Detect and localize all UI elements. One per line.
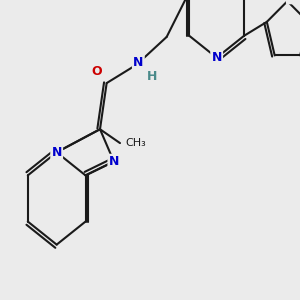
Text: CH₃: CH₃	[125, 138, 146, 148]
Text: N: N	[212, 51, 222, 64]
Text: N: N	[109, 155, 119, 168]
Text: N: N	[52, 146, 62, 159]
Text: H: H	[146, 70, 157, 83]
Text: N: N	[133, 56, 143, 69]
Text: O: O	[287, 0, 298, 3]
Text: O: O	[92, 65, 102, 78]
